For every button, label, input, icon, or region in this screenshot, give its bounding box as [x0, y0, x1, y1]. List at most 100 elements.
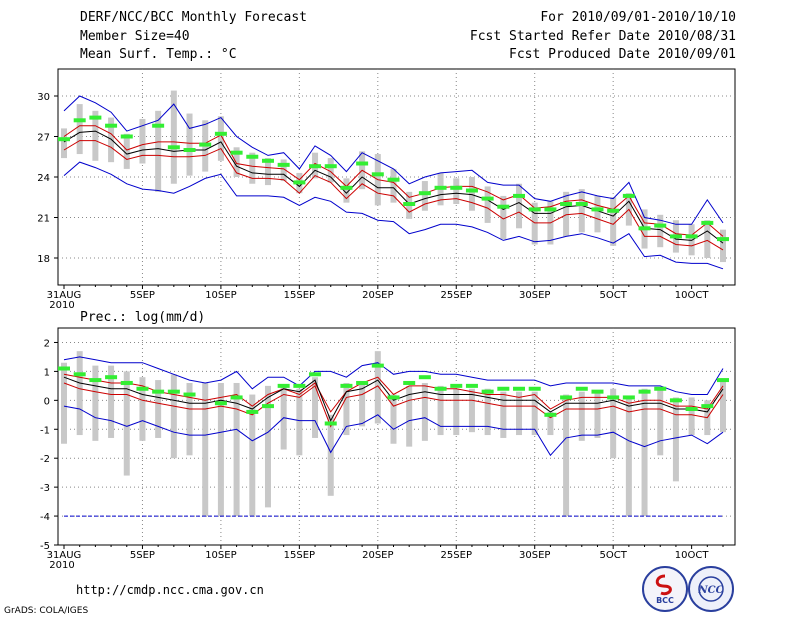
prec-observed-marker — [497, 386, 510, 391]
temp-observed-marker — [167, 145, 180, 150]
prec-observed-markers — [58, 363, 729, 426]
prec-ensemble-box — [264, 385, 271, 508]
prec-observed-marker — [356, 380, 369, 385]
prec-observed-marker — [89, 378, 102, 383]
temp-max-line — [63, 95, 724, 225]
prec-ensemble-box — [531, 391, 538, 436]
temp-min-line — [63, 161, 724, 270]
prec-ensemble-box — [610, 388, 617, 459]
temp-observed-marker — [685, 234, 698, 239]
temp-observed-marker — [105, 123, 118, 128]
temp-observed-marker — [246, 154, 259, 159]
temp-ensemble-box — [704, 220, 711, 258]
prec-ensemble-box — [390, 394, 397, 444]
prec-observed-marker — [73, 372, 86, 377]
prec-max-line — [63, 356, 724, 395]
prec-observed-marker — [528, 386, 541, 391]
temp-observed-marker — [356, 161, 369, 166]
temp-observed-marker — [418, 191, 431, 196]
prec-xtick-label: 20SEP — [362, 550, 393, 561]
prec-ensemble-box — [359, 382, 366, 427]
prec-ensemble-box — [170, 374, 177, 459]
prec-ensemble-box — [453, 388, 460, 436]
temp-observed-marker — [465, 188, 478, 193]
temp-ytick-label: 27 — [37, 133, 50, 144]
temp-observed-marker — [120, 134, 133, 139]
forecast-start-date: Fcst Started Refer Date 2010/08/31 — [469, 29, 736, 44]
prec-xtick-label: 31AUG — [47, 550, 82, 561]
temp-ensemble-box — [421, 181, 428, 211]
prec-ensemble-box — [688, 397, 695, 436]
prec-ensemble-box — [421, 382, 428, 441]
temp-observed-marker — [481, 196, 494, 201]
temp-xtick-label: 10OCT — [675, 290, 710, 301]
temp-observed-marker — [261, 158, 274, 163]
prec-ensemble-box — [186, 382, 193, 456]
prec-observed-marker — [309, 372, 322, 377]
prec-ytick-label: -3 — [40, 483, 50, 494]
prec-xtick-label: 30SEP — [519, 550, 550, 561]
prec-observed-marker — [293, 383, 306, 388]
prec-ensemble-box — [547, 411, 554, 436]
prec-observed-marker — [622, 395, 635, 400]
bcc-emblem-icon: BCC — [655, 574, 674, 605]
prec-ensemble-box — [563, 394, 570, 517]
temp-observed-marker — [293, 180, 306, 185]
prec-observed-marker — [277, 383, 290, 388]
temp-ensemble-box — [578, 189, 585, 233]
prec-observed-marker — [246, 409, 259, 414]
temp-ensemble-box — [327, 158, 334, 183]
temp-observed-marker — [58, 137, 70, 142]
prec-observed-marker — [214, 401, 227, 406]
temp-observed-marker — [544, 207, 557, 212]
prec-ensemble-box — [672, 397, 679, 482]
prec-observed-marker — [418, 375, 431, 380]
temp-ensemble-box — [61, 128, 67, 159]
prec-observed-marker — [591, 389, 604, 394]
prec-observed-marker — [607, 395, 620, 400]
bcc-logo: BCC — [642, 566, 688, 612]
temp-xtick-label: 5OCT — [600, 290, 628, 301]
temp-observed-marker — [340, 185, 353, 190]
temp-ensemble-box — [264, 158, 271, 186]
temp-xtick-label: 10SEP — [205, 290, 236, 301]
prec-ytick-label: 0 — [44, 396, 50, 407]
temp-observed-marker — [434, 185, 447, 190]
prec-plot-frame — [57, 327, 736, 546]
prec-ytick-label: -5 — [40, 541, 50, 552]
temp-observed-marker — [717, 237, 729, 242]
prec-observed-marker — [450, 383, 463, 388]
prec-observed-marker — [575, 386, 588, 391]
temp-year-label: 2010 — [49, 300, 74, 311]
prec-ensemble-box — [312, 377, 319, 438]
temp-observed-marker — [638, 226, 651, 231]
temp-ensemble-box — [155, 110, 162, 192]
temp-ensemble-box — [720, 229, 726, 263]
prec-observed-marker — [638, 389, 651, 394]
prec-observed-marker — [560, 395, 573, 400]
temp-observed-marker — [528, 207, 541, 212]
prec-observed-marker — [58, 366, 70, 371]
temp-ytick-label: 21 — [37, 214, 50, 225]
temp-ensemble-box — [92, 110, 99, 161]
temp-observed-marker — [199, 142, 212, 147]
prec-observed-marker — [371, 363, 384, 368]
prec-observed-marker — [183, 392, 196, 397]
temp-observed-marker — [230, 150, 243, 155]
temp-ensemble-box — [108, 117, 115, 163]
ncc-logo-text: NCC — [697, 585, 723, 596]
temperature-panel-title: Mean Surf. Temp.: °C — [80, 47, 237, 62]
temp-observed-marker — [324, 164, 337, 169]
prec-ensemble-box — [202, 382, 209, 517]
prec-observed-marker — [513, 386, 526, 391]
temp-ensemble-mean-line — [63, 130, 724, 244]
prec-observed-marker — [152, 389, 165, 394]
source-url[interactable]: http://cmdp.ncc.cma.gov.cn — [76, 583, 264, 597]
temp-ensemble-box — [249, 152, 256, 184]
temp-ensemble-box — [453, 178, 460, 204]
prec-ytick-label: -2 — [40, 454, 50, 465]
temp-ensemble-box — [233, 147, 240, 177]
temp-ytick-label: 30 — [37, 92, 50, 103]
prec-ensemble-box — [343, 382, 350, 436]
